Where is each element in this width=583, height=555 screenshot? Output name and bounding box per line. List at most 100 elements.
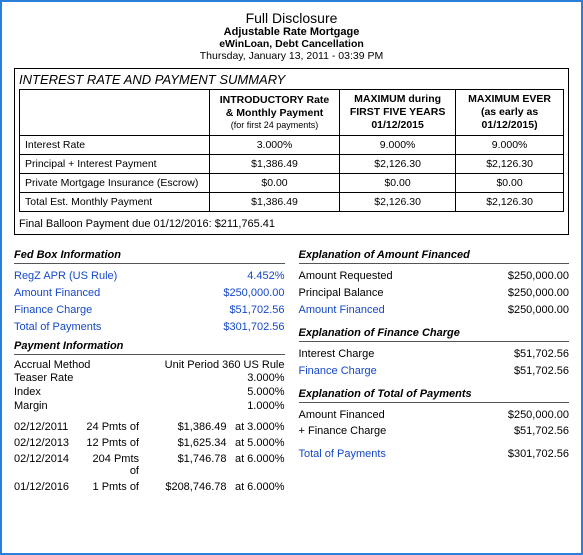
value: $301,702.56 — [223, 320, 284, 335]
cell-label: Total Est. Monthly Payment — [20, 193, 210, 212]
label: + Finance Charge — [299, 424, 514, 439]
left-column: Fed Box Information RegZ APR (US Rule) 4… — [14, 245, 285, 494]
subtitle-2: eWinLoan, Debt Cancellation — [14, 38, 569, 50]
teaser-row: Teaser Rate 3.000% — [14, 371, 285, 385]
date: 02/12/2013 — [14, 437, 77, 449]
row-total: Total Est. Monthly Payment $1,386.49 $2,… — [20, 193, 564, 212]
cell-label: Private Mortgage Insurance (Escrow) — [20, 174, 210, 193]
columns: Fed Box Information RegZ APR (US Rule) 4… — [14, 245, 569, 494]
rate: at 6.000% — [231, 481, 285, 493]
rate: at 6.000% — [231, 453, 285, 465]
cell-val: $0.00 — [210, 174, 340, 193]
summary-box: INTEREST RATE AND PAYMENT SUMMARY INTROD… — [14, 68, 569, 235]
value: 1.000% — [247, 400, 284, 412]
label: Finance Charge — [299, 364, 514, 379]
subtitle-1: Adjustable Rate Mortgage — [14, 26, 569, 38]
cell-val: $2,126.30 — [456, 193, 564, 212]
label: RegZ APR (US Rule) — [14, 269, 247, 284]
value: $250,000.00 — [508, 269, 569, 284]
index-row: Index 5.000% — [14, 385, 285, 399]
fedbox-apr: RegZ APR (US Rule) 4.452% — [14, 268, 285, 285]
margin-row: Margin 1.000% — [14, 399, 285, 413]
label: Total of Payments — [14, 320, 223, 335]
cell-label: Principal + Interest Payment — [20, 155, 210, 174]
value: 3.000% — [247, 372, 284, 384]
value: $250,000.00 — [223, 286, 284, 301]
etp-title: Explanation of Total of Payments — [299, 388, 570, 403]
label: Amount Requested — [299, 269, 508, 284]
row-pi-payment: Principal + Interest Payment $1,386.49 $… — [20, 155, 564, 174]
cell-val: $2,126.30 — [340, 193, 456, 212]
summary-table: INTRODUCTORY Rate & Monthly Payment (for… — [19, 89, 564, 212]
cell-val: $0.00 — [340, 174, 456, 193]
pmts: 24 Pmts of — [81, 421, 139, 433]
cell-val: $2,126.30 — [456, 155, 564, 174]
cell-val: $0.00 — [456, 174, 564, 193]
value: $51,702.56 — [514, 347, 569, 362]
eaf-af: Amount Financed $250,000.00 — [299, 302, 570, 319]
cell-val: $1,386.49 — [210, 155, 340, 174]
schedule-line-3: 02/12/2014 204 Pmts of $1,746.78 at 6.00… — [14, 451, 285, 479]
document-page: Full Disclosure Adjustable Rate Mortgage… — [0, 0, 583, 555]
th-maxever: MAXIMUM EVER (as early as 01/12/2015) — [456, 90, 564, 136]
pmts: 1 Pmts of — [81, 481, 139, 493]
schedule-line-4: 01/12/2016 1 Pmts of $208,746.78 at 6.00… — [14, 479, 285, 495]
label: Teaser Rate — [14, 372, 73, 384]
th-intro-sub: (for first 24 payments) — [215, 120, 334, 131]
cell-val: 3.000% — [210, 136, 340, 155]
fedbox-tp: Total of Payments $301,702.56 — [14, 319, 285, 336]
label: Amount Financed — [299, 303, 508, 318]
label: Margin — [14, 400, 48, 412]
fedbox-fc: Finance Charge $51,702.56 — [14, 302, 285, 319]
cell-val: 9.000% — [340, 136, 456, 155]
accrual-row: Accrual Method Unit Period 360 US Rule — [14, 359, 285, 371]
efc-title: Explanation of Finance Charge — [299, 327, 570, 342]
eaf-ar: Amount Requested $250,000.00 — [299, 268, 570, 285]
th-intro-main: INTRODUCTORY Rate & Monthly Payment — [220, 94, 330, 119]
eaf-title: Explanation of Amount Financed — [299, 249, 570, 264]
value: $250,000.00 — [508, 286, 569, 301]
title: Full Disclosure — [14, 10, 569, 26]
th-blank — [20, 90, 210, 136]
etp-fc: + Finance Charge $51,702.56 — [299, 423, 570, 440]
right-column: Explanation of Amount Financed Amount Re… — [299, 245, 570, 494]
th-max5: MAXIMUM during FIRST FIVE YEARS 01/12/20… — [340, 90, 456, 136]
cell-val: $1,386.49 — [210, 193, 340, 212]
th-intro: INTRODUCTORY Rate & Monthly Payment (for… — [210, 90, 340, 136]
payment-info-title: Payment Information — [14, 340, 285, 355]
label: Finance Charge — [14, 303, 229, 318]
rate: at 5.000% — [231, 437, 285, 449]
amount: $1,746.78 — [143, 453, 227, 465]
row-pmi: Private Mortgage Insurance (Escrow) $0.0… — [20, 174, 564, 193]
label: Accrual Method — [14, 359, 90, 371]
amount: $208,746.78 — [143, 481, 227, 493]
schedule-line-2: 02/12/2013 12 Pmts of $1,625.34 at 5.000… — [14, 435, 285, 451]
value: $51,702.56 — [229, 303, 284, 318]
label: Principal Balance — [299, 286, 508, 301]
value: $250,000.00 — [508, 303, 569, 318]
balloon-note: Final Balloon Payment due 01/12/2016: $2… — [19, 218, 564, 230]
date: 01/12/2016 — [14, 481, 77, 493]
label: Total of Payments — [299, 447, 508, 462]
label: Interest Charge — [299, 347, 514, 362]
timestamp: Thursday, January 13, 2011 - 03:39 PM — [14, 50, 569, 62]
date: 02/12/2014 — [14, 453, 77, 465]
efc-fc: Finance Charge $51,702.56 — [299, 363, 570, 380]
value: $301,702.56 — [508, 447, 569, 462]
value: Unit Period 360 US Rule — [165, 359, 285, 371]
date: 02/12/2011 — [14, 421, 77, 433]
row-interest-rate: Interest Rate 3.000% 9.000% 9.000% — [20, 136, 564, 155]
rate: at 3.000% — [231, 421, 285, 433]
amount: $1,625.34 — [143, 437, 227, 449]
pmts: 12 Pmts of — [81, 437, 139, 449]
schedule-line-1: 02/12/2011 24 Pmts of $1,386.49 at 3.000… — [14, 419, 285, 435]
fedbox-af: Amount Financed $250,000.00 — [14, 285, 285, 302]
cell-val: 9.000% — [456, 136, 564, 155]
summary-title: INTEREST RATE AND PAYMENT SUMMARY — [19, 72, 564, 87]
eaf-pb: Principal Balance $250,000.00 — [299, 285, 570, 302]
value: $250,000.00 — [508, 408, 569, 423]
etp-af: Amount Financed $250,000.00 — [299, 407, 570, 424]
label: Index — [14, 386, 41, 398]
payment-info: Accrual Method Unit Period 360 US Rule T… — [14, 359, 285, 495]
value: $51,702.56 — [514, 364, 569, 379]
